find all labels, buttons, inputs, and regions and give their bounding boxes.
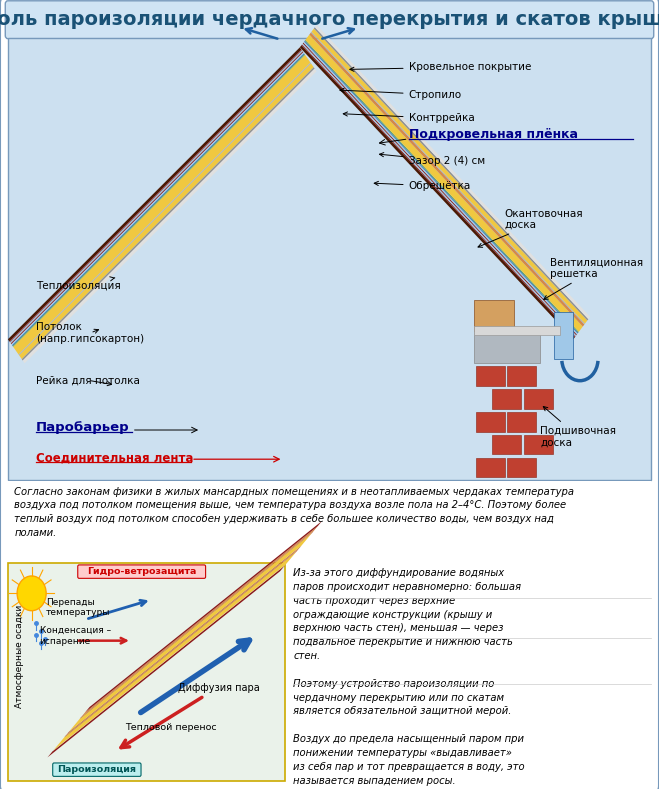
Polygon shape	[314, 27, 588, 320]
Polygon shape	[22, 67, 315, 361]
FancyBboxPatch shape	[8, 481, 651, 562]
Bar	[507, 412, 536, 432]
Text: Перепады
температуры: Перепады температуры	[46, 598, 111, 617]
Bar	[524, 435, 553, 454]
Text: Вентиляционная
решетка: Вентиляционная решетка	[544, 257, 643, 300]
Polygon shape	[312, 28, 587, 323]
Polygon shape	[302, 43, 576, 336]
Polygon shape	[69, 533, 312, 732]
Polygon shape	[304, 40, 579, 333]
Bar	[554, 312, 573, 359]
FancyBboxPatch shape	[5, 1, 654, 39]
Polygon shape	[311, 32, 585, 324]
Bar	[524, 389, 553, 409]
FancyBboxPatch shape	[8, 563, 285, 781]
Polygon shape	[304, 41, 578, 334]
Text: Гидро-ветрозащита: Гидро-ветрозащита	[87, 567, 196, 576]
Text: Подшивочная
доска: Подшивочная доска	[540, 406, 616, 447]
Text: Атмосферные осадки: Атмосферные осадки	[15, 605, 24, 708]
Bar	[507, 458, 536, 477]
Text: Окантовочная
доска: Окантовочная доска	[478, 208, 583, 247]
Polygon shape	[303, 42, 578, 335]
Text: Соединительная лента: Соединительная лента	[36, 451, 194, 464]
Text: Обрешётка: Обрешётка	[374, 181, 471, 191]
Text: Контррейка: Контррейка	[343, 112, 474, 123]
Bar	[492, 389, 521, 409]
Text: Пароизоляция: Пароизоляция	[57, 765, 136, 774]
Text: Кровельное покрытие: Кровельное покрытие	[350, 62, 531, 72]
Bar	[476, 366, 505, 386]
Text: Диффузия пара: Диффузия пара	[178, 683, 260, 693]
Polygon shape	[13, 55, 310, 354]
Polygon shape	[47, 565, 285, 757]
Circle shape	[17, 576, 46, 611]
Text: Паробарьер: Паробарьер	[36, 421, 130, 434]
Polygon shape	[315, 24, 590, 319]
Polygon shape	[85, 521, 322, 712]
Bar	[476, 412, 505, 432]
FancyBboxPatch shape	[53, 763, 141, 776]
Polygon shape	[65, 550, 298, 737]
Bar	[476, 458, 505, 477]
Bar	[507, 366, 536, 386]
Text: Тепловой перенос: Тепловой перенос	[125, 723, 217, 732]
Polygon shape	[305, 35, 583, 332]
Bar	[474, 300, 514, 331]
Text: Потолок
(напр.гипсокартон): Потолок (напр.гипсокартон)	[36, 322, 144, 344]
Text: Рейка для потолка: Рейка для потолка	[36, 376, 140, 386]
Polygon shape	[18, 62, 311, 355]
Polygon shape	[11, 52, 304, 346]
Text: Конденсация –
испарение: Конденсация – испарение	[40, 626, 111, 645]
Polygon shape	[65, 547, 301, 736]
FancyBboxPatch shape	[8, 38, 651, 480]
Polygon shape	[13, 54, 305, 347]
Polygon shape	[53, 564, 286, 751]
Text: Из-за этого диффундирование водяных
паров происходит неравномерно: большая
часть: Из-за этого диффундирование водяных паро…	[293, 568, 525, 786]
Bar	[492, 435, 521, 454]
Polygon shape	[68, 546, 301, 733]
Polygon shape	[302, 43, 577, 335]
Polygon shape	[300, 45, 575, 339]
Bar	[474, 331, 540, 363]
Polygon shape	[10, 50, 302, 343]
Text: Согласно законам физики в жилых мансардных помещениях и в неотапливаемых чердака: Согласно законам физики в жилых мансардн…	[14, 487, 575, 537]
FancyBboxPatch shape	[78, 565, 206, 578]
Polygon shape	[309, 32, 585, 327]
Polygon shape	[11, 51, 303, 344]
Polygon shape	[80, 531, 314, 719]
Bar	[474, 326, 560, 335]
Text: Подкровельная плёнка: Подкровельная плёнка	[409, 128, 577, 140]
Polygon shape	[301, 44, 575, 337]
Polygon shape	[53, 551, 297, 750]
FancyBboxPatch shape	[8, 562, 651, 783]
Polygon shape	[19, 63, 314, 359]
Text: Роль пароизоляции чердачного перекрытия и скатов крыши: Роль пароизоляции чердачного перекрытия …	[0, 10, 659, 29]
Text: Теплоизоляция: Теплоизоляция	[36, 277, 121, 290]
Polygon shape	[12, 54, 304, 346]
Polygon shape	[9, 50, 302, 342]
Text: Стропило: Стропило	[340, 88, 462, 99]
Polygon shape	[8, 47, 301, 342]
Polygon shape	[23, 69, 316, 363]
Polygon shape	[81, 526, 318, 717]
Text: Зазор 2 (4) см: Зазор 2 (4) см	[380, 152, 485, 166]
